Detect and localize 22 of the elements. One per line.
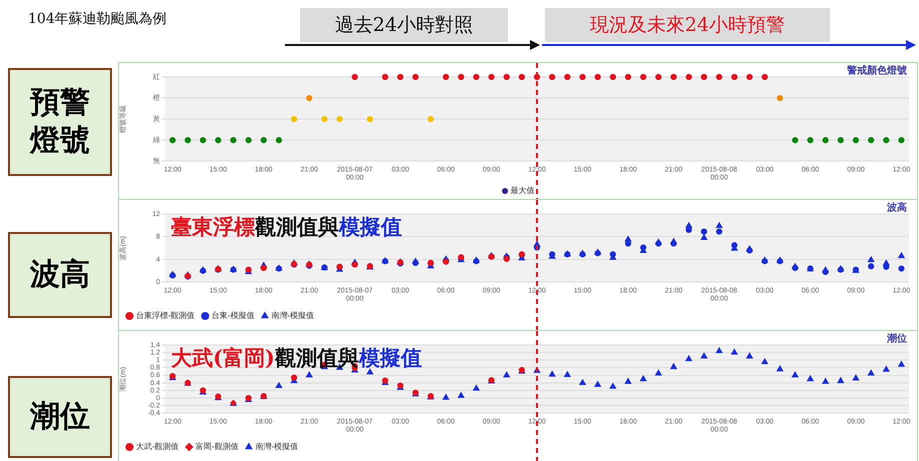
annotation: 觀測值與 bbox=[274, 344, 359, 370]
annotation: 大武(富岡) bbox=[171, 344, 275, 370]
text: 過去24小時對照 bbox=[300, 8, 508, 42]
legend-label: 南灣-模擬值 bbox=[271, 311, 314, 320]
annotation: 臺東浮標 bbox=[171, 214, 255, 239]
text: 預警燈號 bbox=[8, 68, 112, 176]
text: 波高 bbox=[8, 232, 112, 318]
annotation: 模擬值 bbox=[338, 214, 402, 239]
text: 最大值 bbox=[510, 186, 534, 196]
annotation: 模擬值 bbox=[358, 344, 422, 370]
annotation: 觀測值與 bbox=[254, 214, 339, 239]
text: 104年蘇迪勒颱風為例 bbox=[28, 10, 167, 28]
text: 現況及未來24小時預警 bbox=[545, 8, 830, 42]
legend-label: 台東浮標-觀測值 bbox=[136, 311, 195, 320]
chart-title: 波高 bbox=[886, 202, 907, 214]
legend-label: 南灣-模擬值 bbox=[255, 442, 298, 452]
legend-label: 大武-觀測值 bbox=[136, 442, 179, 452]
chart-title: 潮位 bbox=[886, 332, 907, 345]
chart-title: 警戒顏色燈號 bbox=[846, 64, 907, 77]
text: 潮位 bbox=[8, 376, 112, 458]
legend-label: 富岡-觀測值 bbox=[196, 442, 238, 452]
legend-label: 台東-模擬值 bbox=[212, 311, 254, 320]
